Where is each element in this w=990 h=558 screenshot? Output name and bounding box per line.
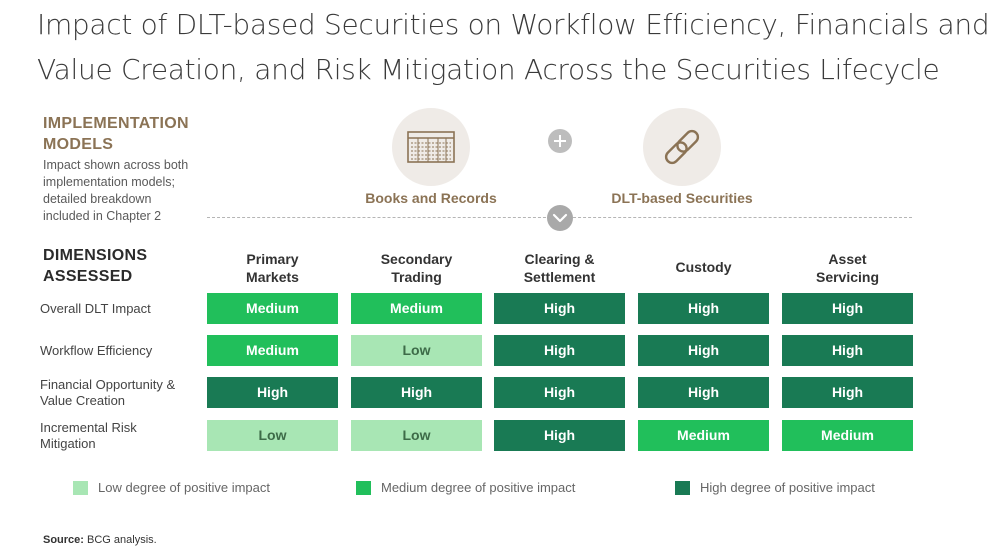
heatmap-cell: High — [638, 335, 769, 366]
implementation-models-heading: IMPLEMENTATION MODELS — [43, 115, 189, 153]
row-header: Overall DLT Impact — [40, 301, 151, 316]
legend-label: Low degree of positive impact — [98, 480, 270, 495]
heatmap-cell: High — [782, 335, 913, 366]
heatmap-cell: Low — [207, 420, 338, 451]
heatmap-cell: Medium — [207, 293, 338, 324]
plus-icon — [548, 129, 572, 153]
model-label-dlt-based-securities: DLT-based Securities — [611, 190, 753, 206]
legend-label: Medium degree of positive impact — [381, 480, 576, 495]
heatmap-cell: Low — [351, 335, 482, 366]
heatmap-cell: Medium — [351, 293, 482, 324]
legend-swatch — [675, 481, 690, 495]
heatmap-cell: Medium — [638, 420, 769, 451]
dimensions-assessed-heading: DIMENSIONS ASSESSED — [43, 247, 148, 285]
chain-link-icon — [643, 108, 721, 186]
heatmap-cell: High — [782, 293, 913, 324]
column-header: Clearing & Settlement — [523, 251, 596, 285]
source-note: Source: BCG analysis. — [43, 534, 157, 546]
heatmap-cell: High — [782, 377, 913, 408]
row-header: Workflow Efficiency — [40, 343, 153, 358]
model-label-books-and-records: Books and Records — [365, 190, 497, 206]
heatmap-cell: Medium — [207, 335, 338, 366]
column-header: Primary Markets — [246, 251, 299, 285]
heatmap-cell: High — [351, 377, 482, 408]
heatmap-cell: Medium — [782, 420, 913, 451]
row-header: Incremental Risk Mitigation — [40, 420, 137, 451]
heatmap-cell: High — [638, 377, 769, 408]
heatmap-cell: High — [638, 293, 769, 324]
column-header: Asset Servicing — [815, 251, 880, 285]
heatmap-cell: High — [494, 335, 625, 366]
title-line-2: Value Creation, and Risk Mitigation Acro… — [37, 53, 940, 86]
chart-title: Impact of DLT-based Securities on Workfl… — [37, 2, 990, 92]
column-header: Secondary Trading — [380, 251, 453, 285]
legend-swatch — [73, 481, 88, 495]
chevron-down-icon — [547, 205, 573, 231]
row-header: Financial Opportunity & Value Creation — [40, 377, 176, 408]
title-line-1: Impact of DLT-based Securities on Workfl… — [37, 8, 990, 41]
column-header: Custody — [675, 259, 732, 275]
heatmap-cell: High — [494, 420, 625, 451]
legend-swatch — [356, 481, 371, 495]
heatmap-cell: Low — [351, 420, 482, 451]
implementation-description: Impact shown across both implementation … — [43, 158, 189, 223]
heatmap-cell: High — [494, 293, 625, 324]
heatmap-cell: High — [207, 377, 338, 408]
legend-label: High degree of positive impact — [700, 480, 875, 495]
heatmap-cell: High — [494, 377, 625, 408]
ledger-table-icon — [392, 108, 470, 186]
